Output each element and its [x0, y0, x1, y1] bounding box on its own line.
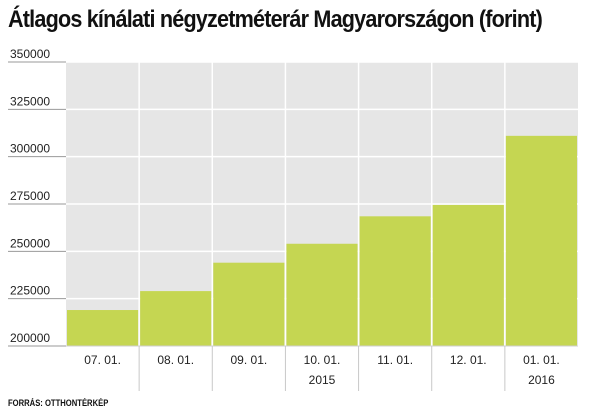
y-tick-label: 300000 — [10, 142, 50, 156]
year-label: 2015 — [309, 373, 336, 387]
bar-5 — [359, 216, 431, 346]
bar-2 — [140, 291, 212, 346]
y-tick-label: 200000 — [10, 331, 50, 345]
x-tick-label: 12. 01. — [450, 353, 487, 367]
x-tick-label: 10. 01. — [304, 353, 341, 367]
bars — [67, 135, 577, 346]
x-axis-ticks: 07. 01. 08. 01. 09. 01. 10. 01. 11. 01. 12. 0… — [66, 345, 578, 391]
y-tick-label: 275000 — [10, 189, 50, 203]
y-tick-label: 225000 — [10, 284, 50, 298]
bar-4 — [286, 243, 358, 346]
chart-title: Átlagos kínálati négyzetméterár Magyaror… — [8, 6, 543, 33]
y-tick-label: 250000 — [10, 236, 50, 250]
bar-1 — [67, 310, 139, 346]
bar-6 — [432, 204, 504, 346]
y-axis-ticks: 350000 325000 300000 275000 250000 225000 2000… — [8, 47, 66, 347]
year-labels: 2015 2016 — [309, 373, 555, 387]
y-tick-label: 325000 — [10, 94, 50, 108]
x-tick-label: 11. 01. — [377, 353, 413, 367]
x-tick-label: 07. 01. — [84, 353, 121, 367]
x-tick-label: 09. 01. — [231, 353, 268, 367]
source-note: FORRÁS: OTTHONTÉRKÉP — [8, 398, 109, 408]
x-tick-label: 01. 01. — [523, 353, 560, 367]
y-tick-label: 350000 — [10, 47, 50, 61]
year-label: 2016 — [528, 373, 555, 387]
bar-3 — [213, 262, 285, 346]
x-tick-label: 08. 01. — [157, 353, 194, 367]
bar-7 — [505, 135, 577, 346]
